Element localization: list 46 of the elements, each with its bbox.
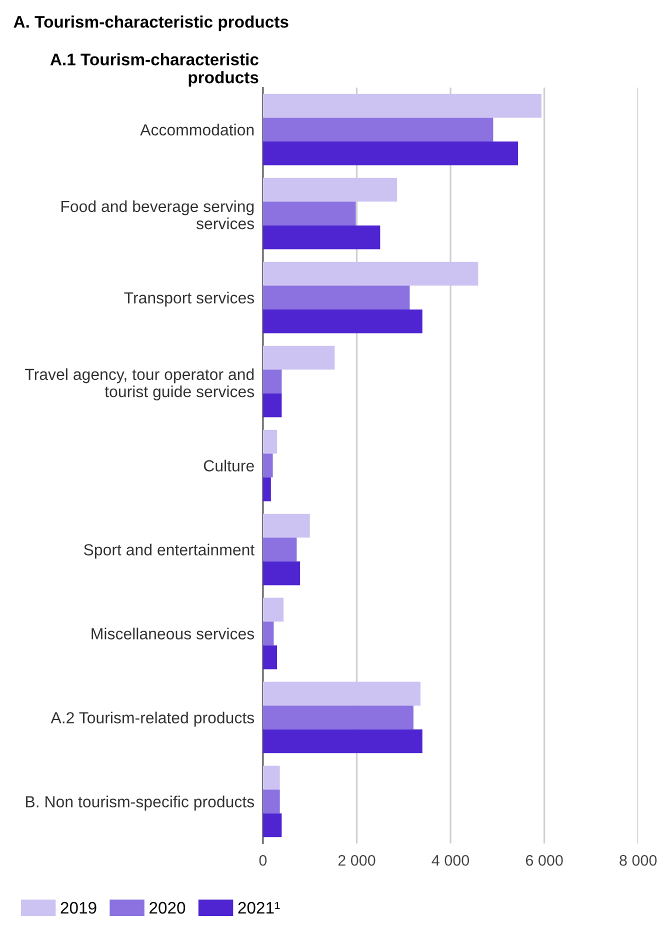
bar — [262, 622, 274, 646]
bar — [262, 790, 280, 814]
bar — [262, 94, 542, 118]
bar — [262, 477, 271, 502]
bar — [262, 813, 282, 838]
legend-label: 2020 — [150, 902, 186, 914]
bar — [262, 729, 422, 754]
y-tick-label: Food and beverage serving services — [61, 200, 254, 230]
legend-label: 2019 — [60, 902, 96, 914]
bar — [262, 309, 422, 334]
chart-title: A. Tourism-characteristic products — [14, 16, 288, 32]
bar — [262, 454, 273, 478]
bar — [262, 706, 414, 730]
x-tick-label: 0 — [259, 854, 267, 866]
x-tick-label: 4 000 — [432, 854, 470, 866]
y-tick-label: Accommodation — [140, 124, 254, 136]
bar — [262, 118, 494, 142]
y-tick-label: A.2 Tourism-related products — [50, 712, 254, 727]
y-tick-label: Travel agency, tour operator and tourist guide services — [25, 368, 254, 400]
bar — [262, 225, 380, 250]
bar — [262, 262, 478, 286]
bar — [262, 178, 398, 202]
bar — [262, 286, 410, 310]
bar — [262, 538, 297, 562]
bar — [262, 766, 280, 790]
bar — [262, 370, 282, 394]
chart-subtitle: A.1 Tourism-characteristic products — [50, 53, 258, 87]
bar — [262, 393, 282, 418]
bar — [262, 561, 300, 586]
y-tick-label: Transport services — [124, 292, 254, 307]
bar — [262, 202, 356, 226]
bar — [262, 514, 310, 538]
bar — [262, 598, 284, 622]
y-tick-label: Sport and entertainment — [84, 544, 255, 559]
bar — [262, 682, 421, 706]
bar — [262, 346, 335, 370]
bar — [262, 645, 278, 670]
x-tick-label: 6 000 — [526, 854, 563, 866]
y-tick-label: Miscellaneous services — [92, 628, 254, 640]
x-tick-label: 8 000 — [620, 854, 657, 866]
legend-label: 2021¹ — [238, 902, 280, 914]
bar — [262, 430, 278, 454]
bar — [262, 141, 518, 166]
y-tick-label: Culture — [204, 460, 254, 472]
x-tick-label: 2 000 — [338, 854, 376, 866]
y-tick-label: B. Non tourism-specific products — [26, 796, 254, 811]
